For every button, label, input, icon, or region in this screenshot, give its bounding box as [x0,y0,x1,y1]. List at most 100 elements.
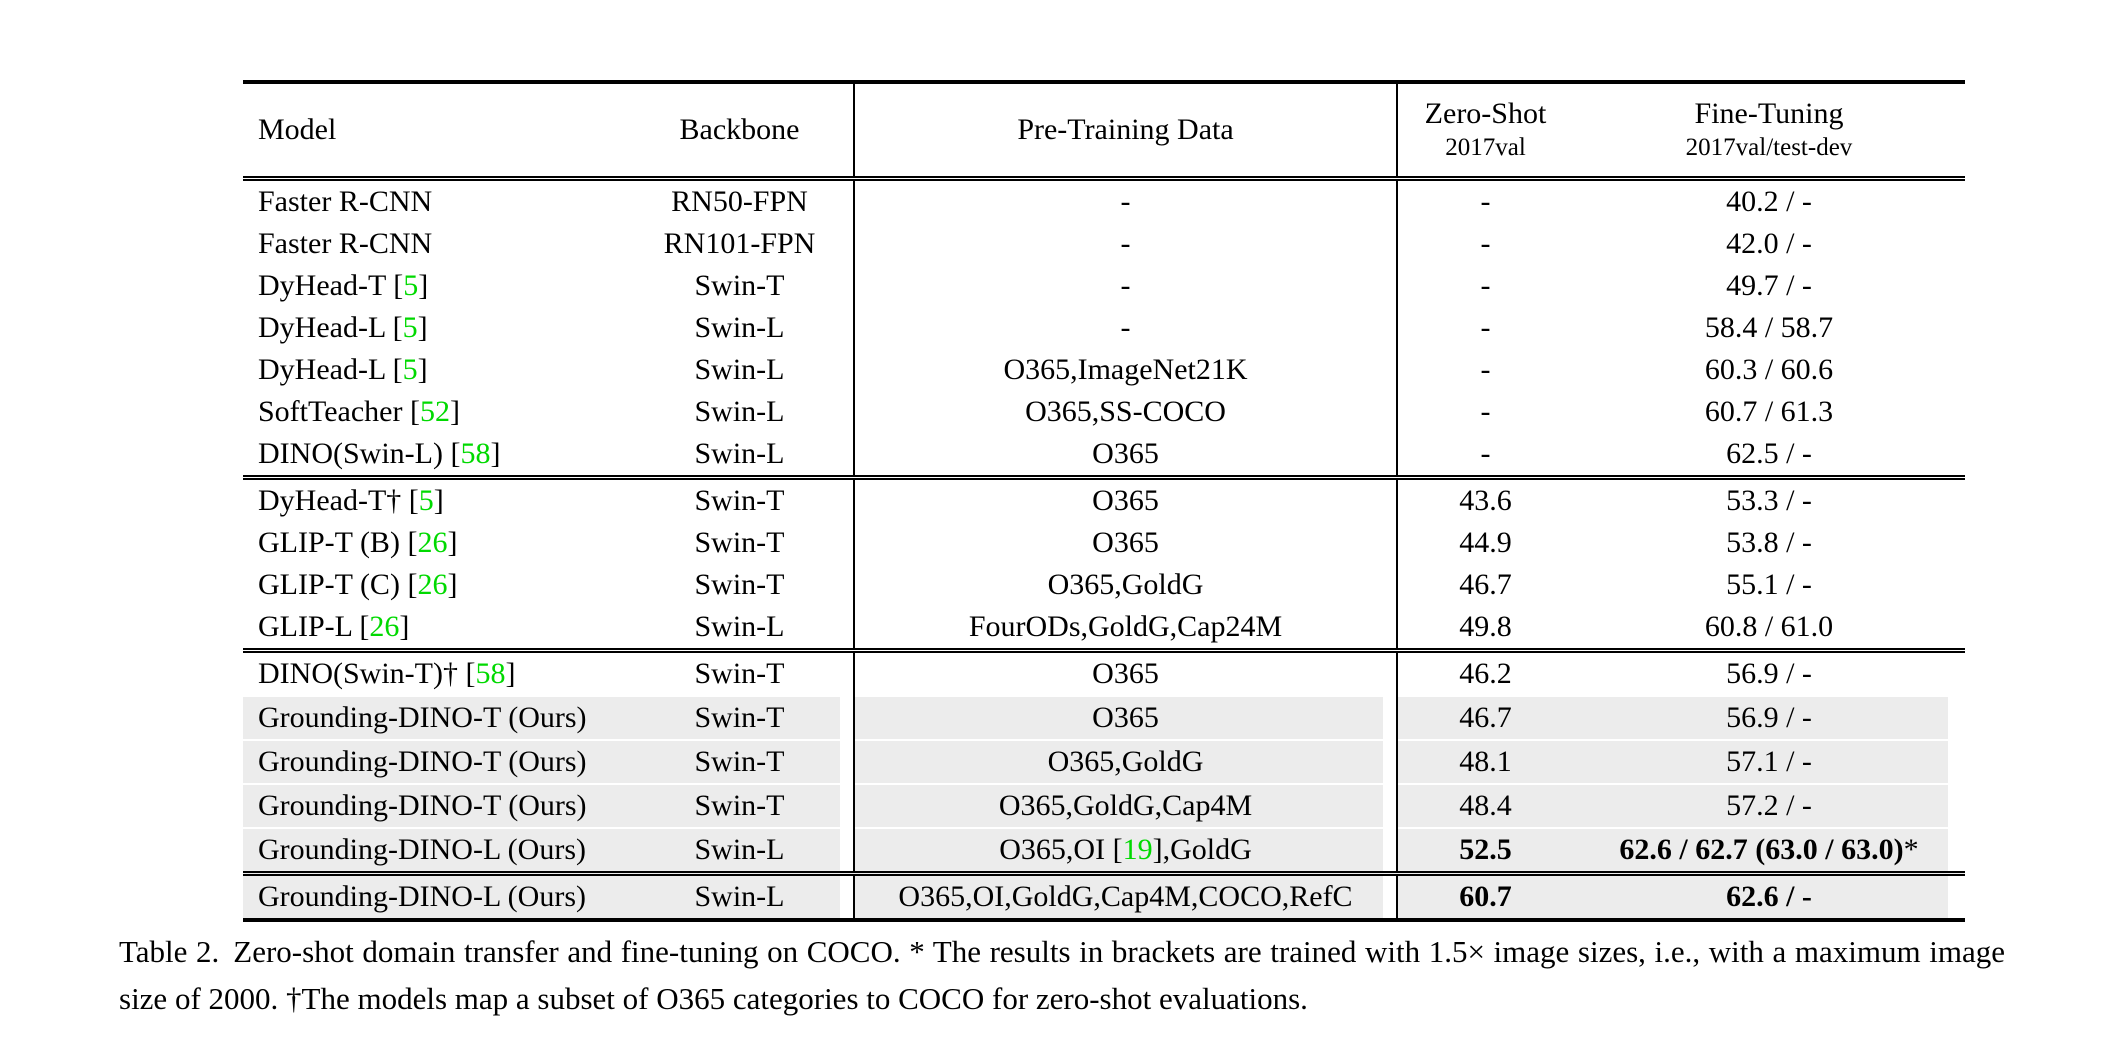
pretraining-data-cell: O365,GoldG [853,564,1397,606]
pretraining-data-cell: O365 [853,695,1397,740]
zero-shot-cell: 43.6 [1396,477,1573,522]
table-group-1: Faster R-CNN RN50-FPN - -40.2 / - Faster R-C… [243,178,1965,478]
zero-shot-cell: - [1396,307,1573,349]
fine-tuning-cell: 58.4 / 58.7 [1704,311,1834,344]
col-header-backbone: Backbone [626,80,854,181]
model-cell: Grounding-DINO-T (Ours) [243,739,626,784]
pretraining-data-cell: O365 [853,522,1397,564]
zero-shot-cell: 52.5 [1396,827,1573,874]
citation-ref[interactable]: 58 [460,437,491,470]
table-row: DyHead-L [5] Swin-L - - 58.4 / 58.7 [243,307,1965,349]
citation-ref[interactable]: 19 [1122,833,1153,866]
table-header: Model Backbone Pre-Training Data Zero-Sh… [243,80,1965,181]
model-name: DyHead-T [258,269,386,302]
model-cell: SoftTeacher [52] [258,395,460,428]
zero-shot-cell: - [1396,391,1573,433]
table-row: DINO(Swin-L) [58] Swin-L O365- 62.5 / - [243,433,1965,478]
zero-shot-cell: 46.7 [1396,695,1573,740]
fine-tuning-cell: 49.7 / - [1726,269,1812,302]
model-cell: Faster R-CNN [243,179,626,224]
backbone-cell: Swin-L [694,311,785,344]
pretraining-data-cell: FourODs,GoldG,Cap24M [853,606,1397,651]
model-cell: DyHead-L [5] [258,353,428,386]
citation-ref[interactable]: 52 [420,395,450,428]
citation-ref[interactable]: 5 [402,311,418,344]
backbone-cell: Swin-L [694,353,785,386]
zero-shot-cell: 60.7 [1396,872,1573,922]
pretraining-data-cell: - [853,307,1397,349]
caption-text: Zero-shot domain transfer and fine-tunin… [119,934,2005,1016]
model-name: Grounding-DINO-T (Ours) [258,701,587,734]
model-cell: Grounding-DINO-T (Ours) [243,695,626,740]
backbone-cell: Swin-T [694,657,785,690]
zero-shot-cell: - [1396,349,1573,391]
backbone-cell: Swin-L [694,437,785,470]
model-name: Faster R-CNN [258,185,433,218]
citation-ref[interactable]: 58 [475,657,506,690]
header-row: Model Backbone Pre-Training Data Zero-Sh… [243,80,1965,181]
citation-ref[interactable]: 26 [417,526,448,559]
table-row: Faster R-CNN RN101-FPN - - 42.0 / - [243,223,1965,265]
table-group-3: DINO(Swin-T)† [58] Swin-T O365 46.2 56.9 / -… [243,650,1965,874]
zero-shot-cell: 46.2 [1396,650,1573,696]
fine-tuning-cell: 60.3 / 60.6 [1704,353,1834,386]
citation-ref[interactable]: 26 [369,610,400,643]
pretraining-data-cell: - [853,223,1397,265]
fine-tuning-cell: 57.2 / - [1573,783,1965,828]
citation-ref[interactable]: 5 [403,269,419,302]
fine-tuning-cell: 55.1 / - [1726,568,1812,601]
table-row: Grounding-DINO-L (Ours) Swin-L O365,OI [19… [243,827,1965,874]
citation-ref[interactable]: 5 [418,484,434,517]
model-name: DINO(Swin-T)† [258,657,458,690]
fine-tuning-cell: 56.9 / - [1726,657,1812,690]
fine-tuning-cell: 62.6 / 62.7 (63.0 / 63.0)* [1573,827,1965,874]
model-name: SoftTeacher [258,395,403,428]
zero-shot-title: Zero-Shot [1424,96,1547,130]
backbone-cell: Swin-L [694,395,785,428]
table-row: DyHead-T [5] Swin-T - - 49.7 / - [243,265,1965,307]
table-group-4: Grounding-DINO-L (Ours) Swin-L O365,OI,Gol… [243,872,1965,922]
fine-tuning-cell: 42.0 / - [1726,227,1812,260]
pretraining-data-cell: O365,GoldG,Cap4M [853,783,1397,828]
model-name: Grounding-DINO-L (Ours) [258,880,586,913]
model-name: DINO(Swin-L) [258,437,443,470]
model-cell: DyHead-L [5] [258,311,428,344]
zero-shot-cell: 48.4 [1396,783,1573,828]
model-cell: GLIP-T (C) [26] [258,568,458,601]
fine-tuning-subtitle: 2017val/test-dev [1685,134,1853,162]
col-header-model: Model [243,80,626,181]
pretraining-data-cell: O365,SS-COCO [853,391,1397,433]
backbone-cell: Swin-L [626,872,854,922]
zero-shot-cell: 44.9 [1396,522,1573,564]
model-cell: GLIP-L [26] [258,610,410,643]
fine-tuning-cell: 56.9 / - [1573,695,1965,740]
table-row: Grounding-DINO-T (Ours) Swin-T O365 46.7 56.… [243,695,1965,740]
table-row: DINO(Swin-T)† [58] Swin-T O365 46.2 56.9 / - [243,650,1965,696]
table-row: GLIP-L [26] Swin-L FourODs,GoldG,Cap24M 49.… [243,606,1965,651]
backbone-cell: Swin-T [694,568,785,601]
backbone-cell: RN50-FPN [671,185,808,218]
model-cell: Grounding-DINO-L (Ours) [243,872,626,922]
zero-shot-cell: 48.1 [1396,739,1573,784]
table-group-2: DyHead-T† [5] Swin-T O365 43.6 53.3 / - GLIP-… [243,477,1965,651]
model-name: GLIP-T (C) [258,568,400,601]
model-cell: Grounding-DINO-T (Ours) [243,783,626,828]
model-cell: Faster R-CNN [243,223,626,265]
footnote-asterisk: * [1903,833,1919,866]
model-name: DyHead-T† [258,484,402,517]
citation-ref[interactable]: 26 [417,568,448,601]
backbone-cell: Swin-T [694,526,785,559]
pretraining-data-cell: O365 [853,433,1397,478]
table-row: Grounding-DINO-T (Ours) Swin-T O365,GoldG 4… [243,739,1965,784]
zero-shot-cell: - [1396,178,1573,223]
model-cell: DyHead-T [5] [258,269,429,302]
model-name: Faster R-CNN [258,227,433,260]
zero-shot-cell: - [1396,265,1573,307]
zero-shot-cell: - [1396,433,1573,478]
backbone-cell: Swin-T [626,695,854,740]
model-name: Grounding-DINO-T (Ours) [258,745,587,778]
table-row: GLIP-T (C) [26] Swin-T O365,GoldG 46.7 55.1 … [243,564,1965,606]
col-header-fine-tuning: Fine-Tuning 2017val/test-dev [1573,80,1965,181]
citation-ref[interactable]: 5 [402,353,418,386]
